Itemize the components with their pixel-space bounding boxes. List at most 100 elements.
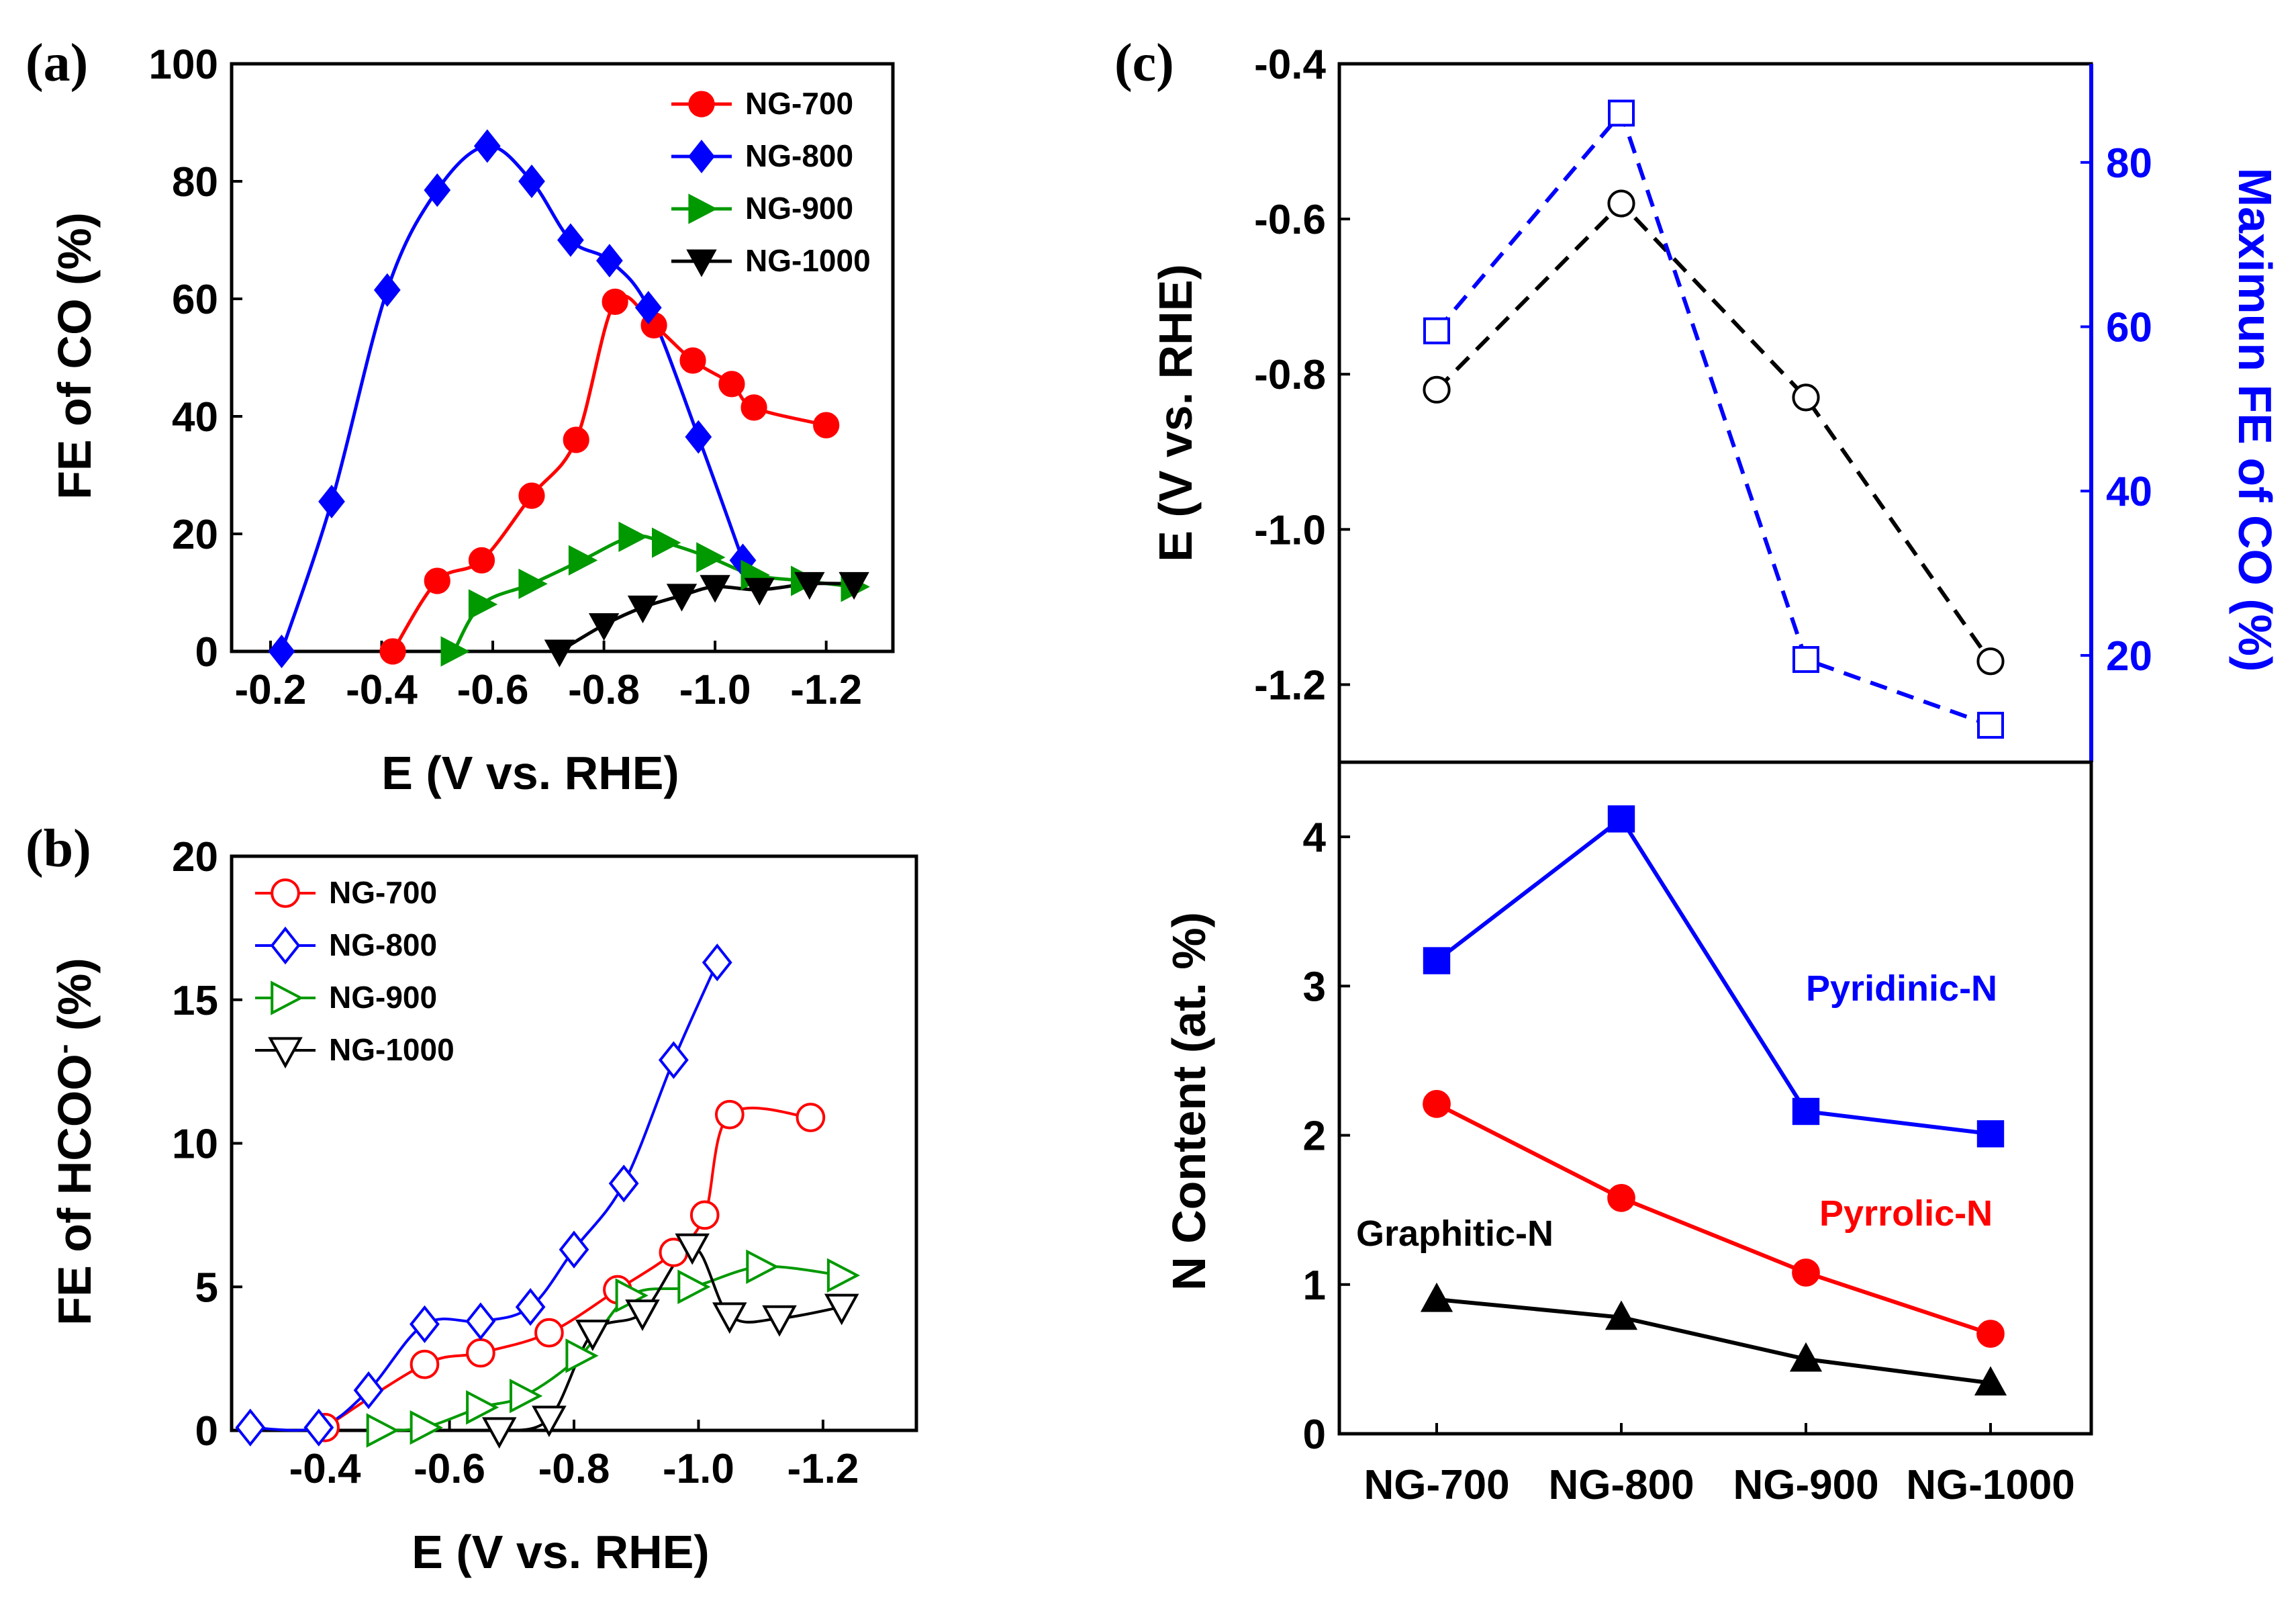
- panel-c-bottom-point-graphitic-n-0: [1420, 1282, 1453, 1312]
- panel-b-point-ng-700-8: [796, 1103, 826, 1132]
- panel-b-point-ng-900-1: [410, 1410, 443, 1445]
- panel-b-curve-ng-700: [324, 1106, 811, 1429]
- panel-b-point-ng-800-7: [608, 1164, 639, 1203]
- panel-a-y-tick-label-1: 20: [172, 512, 218, 558]
- panel-a-x-tick-label-2: -0.6: [457, 667, 529, 713]
- panel-c-top-left-y-tick-label-3: -1.0: [1254, 507, 1326, 553]
- panel-a-point-ng-700-5: [602, 288, 628, 315]
- panel-a-y-tick-label-3: 60: [172, 277, 218, 323]
- panel-a-point-ng-700-0: [379, 638, 406, 665]
- panel-a-point-ng-800-4: [473, 129, 501, 163]
- panel-c-label: (c): [1114, 34, 1174, 93]
- panel-b-point-ng-900-3: [510, 1378, 543, 1414]
- panel-b-point-ng-1000-5: [712, 1302, 747, 1334]
- panel-b-point-ng-900-6: [677, 1269, 711, 1305]
- panel-b-point-ng-700-2: [466, 1338, 495, 1368]
- panel-c-top-right-y-tick-label-3: 80: [2106, 140, 2152, 187]
- panel-c-top-point-1-1: [1608, 99, 1635, 127]
- panel-c-bottom-point-pyridinic-n-1: [1607, 805, 1635, 833]
- panel-c-bottom-y-tick-label-1: 1: [1303, 1263, 1326, 1309]
- panel-a-curve-ng-800: [280, 144, 745, 652]
- panel-a-point-ng-900-2: [518, 568, 548, 600]
- panel-a-legend-label-ng1000: NG-1000: [745, 243, 871, 278]
- panel-a-x-axis-label: E (V vs. RHE): [381, 747, 679, 799]
- panel-a-x-tick-label-5: -1.2: [790, 667, 862, 713]
- panel-a-y-tick-label-4: 80: [172, 159, 218, 205]
- panel-b-legend-label-ng1000: NG-1000: [329, 1032, 455, 1067]
- panel-b-point-ng-1000-1: [532, 1406, 567, 1438]
- panel-c-bottom-point-pyrrolic-n-1: [1607, 1184, 1635, 1212]
- panel-c-category-label-3: NG-1000: [1906, 1462, 2075, 1508]
- panel-a-point-ng-700-4: [563, 426, 589, 453]
- panel-b-point-ng-900-0: [366, 1413, 399, 1448]
- panel-a-point-ng-900-4: [618, 521, 648, 553]
- panel-b-point-ng-800-1: [303, 1408, 334, 1447]
- panel-c-bottom-point-graphitic-n-1: [1605, 1300, 1638, 1330]
- panel-a-point-ng-900-1: [468, 589, 498, 620]
- panel-b-point-ng-800-8: [658, 1041, 689, 1079]
- panel-b-y-tick-label-3: 15: [172, 978, 218, 1024]
- panel-c-top-point-1-2: [1792, 646, 1819, 674]
- panel-a-legend-marker-ng-900: [688, 193, 718, 224]
- panel-c-top-point-0-2: [1792, 383, 1820, 412]
- panel-a-ticks: -0.2 -0.4 -0.6 -0.8 -1.0 -1.2 0 20 40 60 80 100: [149, 42, 863, 713]
- panel-c-bottom-line-graphitic-n: [1436, 1297, 1991, 1385]
- panel-a-y-tick-label-0: 0: [195, 629, 218, 676]
- panel-c-bottom-markers: [1420, 805, 2007, 1395]
- panel-c-top-markers: [1423, 99, 2005, 739]
- panel-c-top-right-y-tick-label-1: 40: [2106, 469, 2152, 515]
- panel-b-point-ng-700-6: [689, 1200, 720, 1230]
- panel-a-y-tick-label-5: 100: [149, 42, 218, 88]
- panel-c-top-right-y-tick-label-0: 20: [2106, 633, 2152, 680]
- panel-b-markers: [235, 943, 861, 1449]
- panel-b-y-tick-label-0: 0: [195, 1408, 218, 1455]
- panel-c-top-curves: [1435, 109, 1993, 727]
- panel-c-bottom-point-pyridinic-n-2: [1792, 1097, 1820, 1126]
- panel-b-y-tick-label-2: 10: [172, 1121, 218, 1168]
- panel-b-point-ng-800-6: [559, 1230, 589, 1269]
- panel-c-top-left-axis-label: E (V vs. RHE): [1149, 264, 1202, 561]
- panel-a-point-ng-700-1: [424, 567, 450, 594]
- panel-a-point-ng-800-5: [518, 164, 545, 199]
- panel-b-label: (b): [26, 819, 91, 878]
- panel-a-point-ng-1000-5: [744, 578, 775, 606]
- panel-c-top-line-0: [1435, 200, 1993, 663]
- panel-c-top-left-y-tick-label-4: -1.2: [1254, 662, 1326, 708]
- panel-c-top-point-0-1: [1607, 189, 1635, 218]
- panel-c-bottom-point-pyridinic-n-0: [1423, 947, 1451, 974]
- panel-c-top-right-axis-label: Maximun FE of CO (%): [2229, 168, 2281, 672]
- panel-c-bottom-curves: [1435, 816, 1991, 1385]
- panel-c-top-point-0-3: [1976, 647, 2005, 676]
- panel-a-point-ng-1000-6: [794, 571, 825, 600]
- annotation-graphitic-n: Graphitic-N: [1356, 1213, 1553, 1254]
- panel-c-top-left-y-tick-label-1: -0.6: [1254, 197, 1326, 243]
- panel-a-point-ng-700-9: [740, 394, 767, 421]
- panel-c-top-point-1-3: [1977, 711, 2004, 739]
- panel-b-point-ng-1000-3: [625, 1299, 660, 1331]
- panel-a-legend-marker-ng-1000: [686, 249, 717, 277]
- panel-c-bottom-line-pyrrolic-n: [1435, 1102, 1991, 1336]
- panel-a-point-ng-800-8: [634, 291, 662, 325]
- panel-c-bottom-y-tick-label-0: 0: [1303, 1412, 1326, 1458]
- panel-c-bottom-point-graphitic-n-3: [1974, 1366, 2007, 1395]
- panel-c-top-line-1: [1435, 109, 1992, 727]
- panel-a-point-ng-800-0: [268, 634, 295, 669]
- panel-b-point-ng-900-4: [565, 1338, 599, 1373]
- panel-b-legend-marker-ng-700: [271, 878, 300, 908]
- panel-b-point-ng-900-2: [466, 1390, 499, 1425]
- panel-c-bottom-point-pyrrolic-n-2: [1792, 1258, 1820, 1287]
- panel-a-point-ng-1000-7: [839, 571, 869, 600]
- panel-a-point-ng-1000-0: [544, 639, 575, 668]
- panel-b-point-ng-700-7: [714, 1099, 745, 1130]
- panel-a-point-ng-1000-1: [588, 613, 620, 641]
- panel-b-x-tick-label-2: -0.8: [538, 1446, 610, 1492]
- panel-b-point-ng-700-3: [534, 1318, 564, 1348]
- panel-c-category-label-1: NG-800: [1548, 1462, 1694, 1508]
- panel-b-legend-marker-ng-800: [270, 926, 301, 965]
- panel-a-point-ng-700-8: [718, 371, 745, 398]
- panel-c-bottom-line-pyridinic-n: [1435, 816, 1991, 1136]
- panel-c-bottom-point-pyrrolic-n-3: [1976, 1320, 2005, 1348]
- panel-b-legend: NG-700 NG-800 NG-900 NG-1000: [255, 875, 455, 1069]
- panel-a-point-ng-700-3: [518, 482, 545, 509]
- panel-c-bottom-plot-frame: [1337, 760, 2093, 1436]
